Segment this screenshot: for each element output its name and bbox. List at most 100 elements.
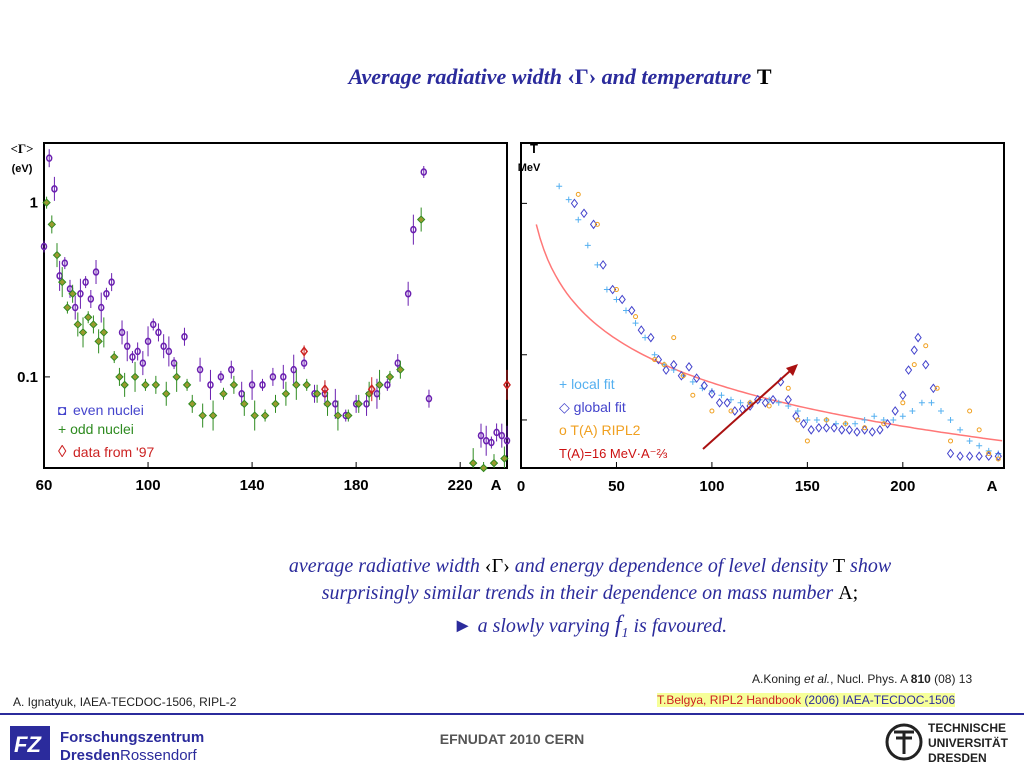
data-point-odd (120, 380, 129, 390)
data-point-even (425, 394, 433, 403)
data-point-odd (240, 399, 249, 409)
global-fit-point (723, 397, 731, 408)
ripl2-point (900, 400, 906, 406)
global-fit-point (628, 305, 636, 316)
data-point-even (123, 342, 131, 350)
ripl2-point (923, 343, 929, 349)
data-point-odd (130, 372, 140, 382)
ripl2-point (804, 438, 810, 444)
local-fit-point (794, 407, 801, 414)
legend-old: data from '97 (73, 444, 154, 460)
local-fit-point (613, 296, 620, 303)
local-fit-point (737, 399, 744, 406)
ripl2-point (652, 357, 658, 363)
fz-logo-letters: FZ (14, 732, 42, 757)
data-point-even (92, 268, 100, 276)
data-point-even (181, 332, 188, 341)
local-fit-point (689, 378, 696, 385)
data-point-odd (198, 411, 207, 420)
caption-1a: average radiative width (288, 555, 485, 577)
data-point-odd (500, 454, 509, 463)
global-fit-point (838, 425, 846, 435)
global-fit-point (685, 361, 693, 372)
gamma-chart: 60 100 140 180 220 0.1 1 A <Γ> (eV) ◘ even nuclei + … (10, 141, 511, 494)
ripl2-point (633, 314, 639, 320)
data-point-odd (229, 380, 239, 390)
fz-logo-mark (10, 726, 50, 760)
data-point-odd (188, 399, 197, 409)
local-fit-point (632, 320, 639, 327)
data-point-odd (89, 320, 98, 329)
ripl2-point (823, 417, 829, 423)
data-point-even (410, 225, 417, 234)
x-tick-label: 0 (517, 478, 525, 495)
slide-title: Average radiative width ‹Γ› and temperat… (0, 64, 1024, 90)
data-point-odd (468, 458, 478, 468)
local-fit-point (928, 399, 935, 406)
data-point-odd (151, 380, 161, 390)
ref-belgya: T.Belgya, RIPL2 Handbook (2006) IAEA-TEC… (657, 693, 956, 707)
data-point-even (477, 431, 485, 440)
title-gamma: ‹Γ› (567, 64, 597, 89)
data-point-even (196, 365, 204, 374)
global-fit-point (784, 394, 792, 405)
global-fit-point (693, 373, 701, 383)
data-point-even (103, 290, 110, 298)
data-point-odd (302, 380, 311, 390)
ripl2-point (575, 191, 581, 197)
legend-global: ◇ global fit (559, 399, 626, 415)
local-fit-point (852, 420, 859, 427)
annotation-arrow (702, 370, 791, 450)
local-fit-point (909, 407, 916, 414)
data-point-even (503, 437, 511, 445)
title-part1: Average radiative width (348, 64, 568, 89)
data-point-even (155, 328, 162, 337)
x-tick-label: 220 (448, 477, 473, 494)
data-point-odd (323, 399, 332, 409)
global-fit-point (580, 208, 588, 219)
global-fit-point (891, 406, 899, 416)
global-fit-point (708, 389, 716, 399)
data-point-even (165, 347, 173, 356)
local-fit-point (775, 399, 782, 406)
ref-ignatyuk: A. Ignatyuk, IAEA-TECDOC-1506, RIPL-2 (13, 695, 237, 709)
local-fit-point (871, 413, 878, 420)
ripl2-point (976, 427, 982, 433)
plot-frame (43, 142, 508, 469)
global-fit-point (618, 294, 626, 305)
local-fit-point (766, 396, 773, 403)
x-axis-label: A (987, 478, 998, 495)
ripl2-point (680, 373, 686, 379)
data-point-odd (84, 313, 93, 322)
global-fit-point (876, 425, 884, 435)
fz-dresden-logo: FZ Forschungszentrum Dresden Rossendorf (10, 726, 204, 764)
data-point-odd (396, 365, 405, 374)
global-fit-point (807, 425, 815, 435)
data-point-old (320, 383, 329, 395)
local-fit-point (556, 183, 563, 190)
local-fit-point (813, 416, 820, 423)
data-point-even (71, 303, 79, 312)
footer-divider (0, 713, 1024, 715)
data-point-old (367, 383, 376, 395)
local-fit-point (861, 416, 868, 423)
data-point-even (207, 381, 214, 389)
ref-1e: (08) 13 (930, 672, 973, 686)
data-point-odd (42, 198, 51, 207)
global-fit-point (994, 451, 1002, 462)
y-tick-label: 1 (30, 195, 38, 212)
ripl2-point (948, 438, 954, 444)
ripl2-point (747, 400, 753, 406)
data-point-even (404, 290, 412, 298)
footer-event: EFNUDAT 2010 CERN (439, 731, 585, 747)
ripl2-point (862, 425, 868, 431)
legend-formula: T(A)=16 MeV·A⁻⅔ (559, 446, 668, 461)
global-fit-point (677, 370, 685, 381)
data-point-even (144, 337, 152, 346)
x-tick-label: 60 (36, 477, 53, 494)
global-fit-point (904, 365, 913, 375)
ripl2-point (690, 392, 696, 398)
y-tick-label: 0.1 (17, 369, 38, 386)
tu-logo-mark (894, 730, 914, 754)
data-point-odd (182, 380, 192, 390)
